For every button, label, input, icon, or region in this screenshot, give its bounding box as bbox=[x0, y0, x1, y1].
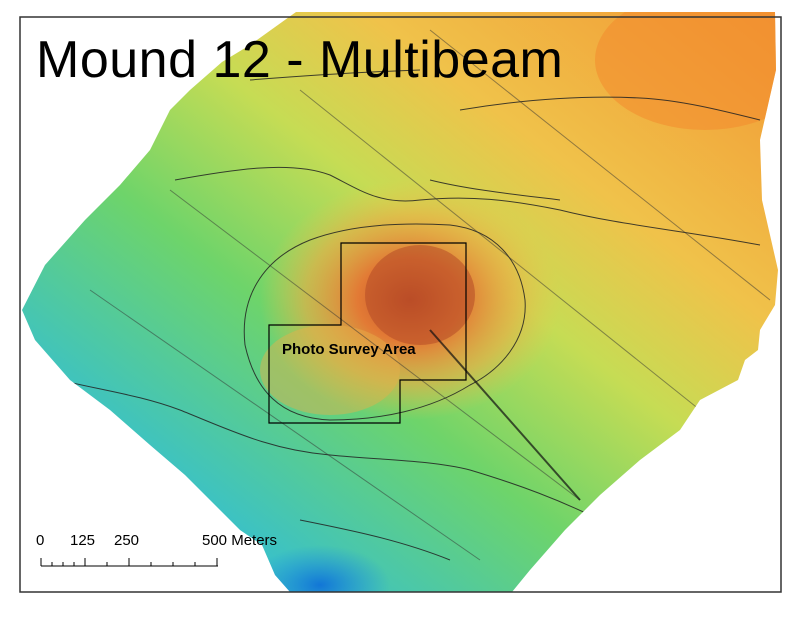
scale-label-0: 0 bbox=[36, 532, 45, 549]
map-border bbox=[19, 16, 782, 593]
survey-area-label: Photo Survey Area bbox=[282, 341, 416, 358]
scale-bar-graphic bbox=[40, 558, 218, 567]
photo-survey-area-outline bbox=[268, 242, 467, 424]
map-title: Mound 12 - Multibeam bbox=[36, 31, 564, 89]
track-lines bbox=[89, 29, 771, 561]
scale-label-125: 125 bbox=[70, 532, 96, 549]
scale-label-500: 500 Meters bbox=[202, 532, 278, 549]
scale-label-250: 250 bbox=[114, 532, 140, 549]
contour-lines bbox=[59, 69, 761, 561]
scale-bar: 0 125 250 500 Meters bbox=[36, 532, 277, 574]
